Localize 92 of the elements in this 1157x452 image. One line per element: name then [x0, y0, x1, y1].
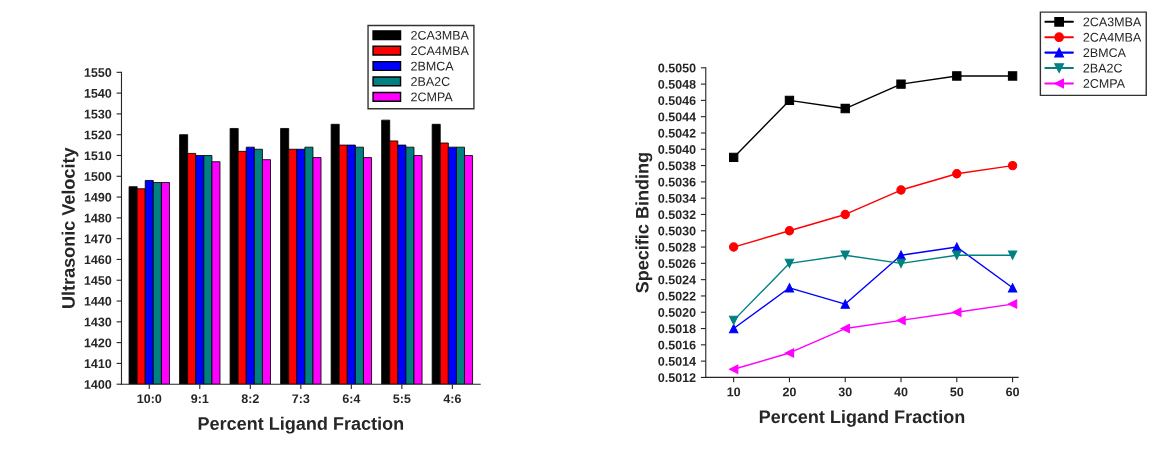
y-tick-label: 0.5012: [658, 373, 696, 383]
x-tick-label: 4:6: [443, 394, 461, 404]
y-tick-label: 0.5022: [658, 291, 696, 301]
y-tick-label: 1510: [84, 151, 112, 161]
legend-label: 2BA2C: [1083, 63, 1123, 73]
point: [840, 250, 850, 260]
y-tick-label: 1450: [84, 276, 112, 285]
x-tick-label: 30: [838, 387, 852, 397]
point: [1007, 250, 1018, 260]
y-tick-label: 0.5046: [658, 96, 696, 106]
y-tick-label: 0.5024: [658, 275, 696, 285]
y-tick-label: 1430: [84, 317, 112, 327]
y-tick-label: 1550: [84, 68, 112, 77]
y-tick-label: 1540: [84, 88, 112, 98]
x-tick-label: 8:2: [241, 394, 259, 404]
x-tick-label: 10:0: [137, 394, 162, 404]
y-tick-label: 1470: [84, 234, 112, 244]
legend-label: 2BA2C: [411, 77, 450, 86]
y-tick-label: 1530: [84, 109, 112, 119]
point: [952, 169, 962, 179]
legend-label: 2CMPA: [1083, 79, 1125, 88]
point: [896, 79, 906, 89]
point: [1007, 71, 1018, 81]
point: [784, 348, 795, 358]
x-tick-label: 50: [950, 387, 964, 397]
legend-label: 2BMCA: [1083, 48, 1126, 58]
y-tick-label: 1440: [84, 296, 112, 306]
y-tick-label: 0.5034: [658, 193, 696, 203]
point: [952, 71, 962, 81]
point: [952, 250, 962, 260]
x-tick-label: 5:5: [393, 394, 411, 404]
point: [784, 283, 795, 293]
y-tick-label: 1520: [84, 130, 112, 140]
point: [896, 185, 906, 195]
point: [840, 103, 850, 114]
y-tick-label: 1400: [84, 380, 112, 389]
legend-label: 2BMCA: [411, 61, 454, 71]
point: [952, 242, 962, 252]
y-tick-label: 0.5038: [658, 161, 696, 171]
legend-label: 2CA3MBA: [411, 30, 469, 40]
point: [728, 152, 739, 163]
y-tick-label: 0.5016: [658, 340, 696, 350]
y-axis-title: Specific Binding: [635, 153, 653, 293]
y-tick-label: 1460: [84, 255, 112, 265]
y-tick-label: 0.5020: [658, 308, 696, 317]
y-tick-label: 1490: [84, 192, 112, 202]
point: [1007, 160, 1018, 171]
point: [728, 242, 739, 252]
y-tick-label: 0.5042: [658, 128, 696, 138]
y-tick-label: 0.5030: [658, 226, 696, 236]
point: [840, 209, 850, 220]
point: [1007, 283, 1018, 293]
point: [952, 307, 962, 317]
point: [840, 323, 850, 334]
y-tick-label: 0.5028: [658, 242, 696, 252]
x-tick-label: 10: [727, 387, 741, 397]
y-tick-label: 0.5026: [658, 259, 696, 268]
x-tick-label: 7:3: [292, 394, 310, 404]
y-tick-label: 0.5014: [658, 356, 696, 366]
point: [728, 364, 739, 374]
point: [728, 315, 739, 326]
y-tick-label: 0.5036: [658, 177, 696, 187]
y-tick-label: 0.5032: [658, 210, 696, 220]
y-tick-label: 0.5018: [658, 324, 696, 334]
point: [840, 299, 850, 309]
x-tick-label: 6:4: [342, 394, 361, 404]
y-tick-label: 0.5048: [658, 79, 696, 89]
legend-label: 2CA4MBA: [1083, 32, 1142, 42]
point: [728, 323, 739, 334]
legend-label: 2CA4MBA: [411, 46, 469, 56]
point: [784, 95, 795, 106]
x-axis-title: Percent Ligand Fraction: [198, 416, 404, 434]
point: [1007, 299, 1018, 309]
x-tick-label: 60: [1006, 387, 1020, 397]
y-tick-label: 0.5050: [658, 63, 696, 73]
y-tick-label: 0.5044: [658, 112, 696, 122]
x-axis-title: Percent Ligand Fraction: [759, 409, 965, 427]
y-axis-title: Ultrasonic Velocity: [61, 147, 79, 308]
x-tick-label: 9:1: [191, 394, 209, 404]
legend-label: 2CA3MBA: [1083, 17, 1142, 27]
x-tick-label: 40: [894, 387, 908, 397]
point: [896, 258, 906, 269]
y-tick-label: 0.5040: [658, 145, 696, 154]
y-tick-label: 1480: [84, 213, 112, 223]
point: [784, 226, 795, 236]
y-tick-label: 1500: [84, 172, 112, 181]
x-tick-label: 20: [782, 387, 796, 397]
point: [896, 315, 906, 326]
y-tick-label: 1410: [84, 359, 112, 369]
y-tick-label: 1420: [84, 338, 112, 348]
point: [784, 258, 795, 269]
legend-label: 2CMPA: [411, 92, 453, 102]
